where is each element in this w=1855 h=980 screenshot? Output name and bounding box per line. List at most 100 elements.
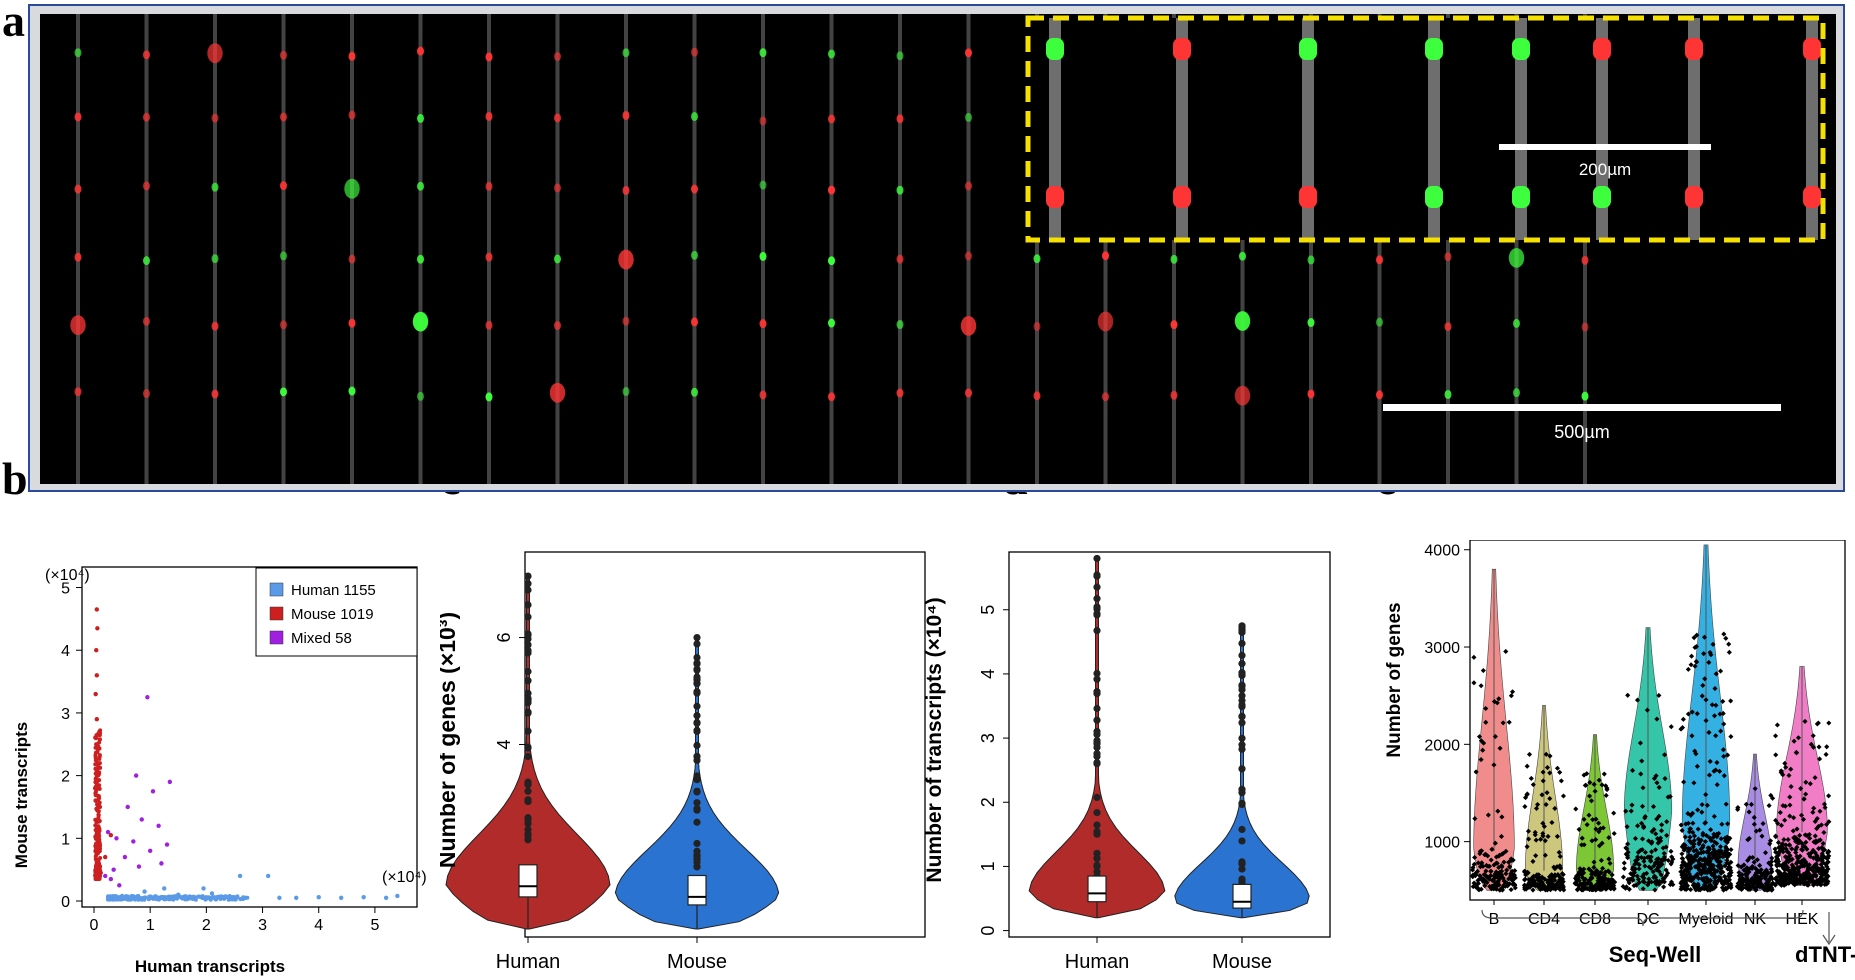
mouse-point bbox=[94, 733, 99, 738]
bead-spot bbox=[143, 50, 150, 60]
bead-strand bbox=[213, 14, 217, 484]
bead-spot bbox=[1170, 390, 1178, 400]
jitter-point bbox=[1471, 654, 1477, 660]
jitter-point bbox=[1541, 885, 1547, 891]
jitter-point bbox=[1815, 720, 1821, 726]
jitter-point bbox=[1810, 733, 1816, 739]
x-tick-label-b: B bbox=[1489, 911, 1500, 928]
outlier-point bbox=[524, 677, 532, 685]
bead-strand bbox=[829, 14, 834, 484]
outlier-point bbox=[693, 806, 701, 814]
mixed-point bbox=[164, 842, 170, 847]
jitter-point bbox=[1689, 653, 1695, 659]
y-tick-label: 5 bbox=[61, 581, 70, 598]
human-point bbox=[217, 895, 222, 899]
bead-spot bbox=[211, 389, 219, 399]
jitter-point bbox=[1581, 866, 1587, 872]
bead-spot bbox=[1307, 389, 1315, 399]
jitter-point bbox=[1824, 821, 1830, 828]
bead-spot bbox=[759, 116, 767, 126]
human-point bbox=[395, 893, 400, 899]
jitter-point bbox=[1598, 857, 1604, 863]
mixed-point bbox=[139, 817, 144, 822]
mouse-point bbox=[94, 853, 99, 858]
inset-strand bbox=[1806, 18, 1818, 240]
outlier-point bbox=[1238, 696, 1246, 705]
jitter-point bbox=[1586, 866, 1592, 872]
jitter-point bbox=[1667, 794, 1673, 800]
jitter-point bbox=[1783, 842, 1789, 848]
jitter-point bbox=[1797, 880, 1803, 886]
jitter-point bbox=[1728, 881, 1734, 887]
jitter-point bbox=[1524, 844, 1530, 850]
jitter-point bbox=[1608, 883, 1614, 889]
jitter-point bbox=[1709, 702, 1715, 708]
jitter-point bbox=[1810, 744, 1817, 750]
human-point bbox=[187, 894, 192, 899]
jitter-point bbox=[1680, 716, 1686, 722]
outlier-point bbox=[524, 836, 532, 844]
jitter-point bbox=[1818, 882, 1824, 888]
human-point bbox=[153, 895, 158, 900]
jitter-point bbox=[1557, 853, 1563, 859]
bead-spot bbox=[965, 251, 972, 261]
bead-spot bbox=[1170, 254, 1178, 264]
mouse-point bbox=[94, 648, 99, 653]
bead-spot bbox=[759, 48, 767, 58]
bead-spot bbox=[348, 51, 356, 61]
x-tick-label-human: Human bbox=[496, 951, 560, 973]
bead-spot bbox=[1376, 317, 1383, 327]
y-tick-label: 3 bbox=[61, 706, 70, 723]
jitter-point bbox=[1640, 785, 1646, 791]
mouse-point bbox=[95, 861, 100, 866]
bead-spot bbox=[691, 387, 698, 397]
jitter-point bbox=[1807, 875, 1813, 881]
jitter-point bbox=[1506, 719, 1512, 725]
jitter-point bbox=[1593, 816, 1599, 822]
dtnt-label: dTNT-seq bbox=[1795, 942, 1855, 967]
jitter-point bbox=[1512, 882, 1518, 888]
inset-beads bbox=[1046, 38, 1821, 208]
bead-spot bbox=[1444, 389, 1452, 399]
mouse-point bbox=[95, 760, 100, 766]
x-tick-label: 5 bbox=[370, 917, 379, 934]
jitter-point bbox=[1645, 882, 1651, 888]
jitter-point bbox=[1773, 817, 1779, 823]
chart-b-points bbox=[92, 607, 400, 902]
seqwell-label: Seq-Well bbox=[1609, 942, 1702, 967]
jitter-point bbox=[1820, 840, 1826, 847]
mixed-point bbox=[133, 773, 139, 778]
inset-bead bbox=[1593, 186, 1611, 208]
human-point bbox=[226, 897, 231, 902]
bead-spot bbox=[417, 46, 424, 56]
jitter-point bbox=[1542, 838, 1548, 844]
inset-bead bbox=[1046, 186, 1064, 208]
panel-label-b: b bbox=[2, 453, 28, 504]
human-point bbox=[128, 897, 133, 902]
x-tick-label-nk: NK bbox=[1744, 911, 1767, 928]
y-tick-label: 3 bbox=[978, 733, 998, 743]
bead-spot bbox=[280, 251, 287, 261]
jitter-point bbox=[1653, 879, 1659, 885]
jitter-point bbox=[1810, 809, 1816, 815]
jitter-point bbox=[1696, 839, 1702, 846]
human-point bbox=[316, 895, 321, 900]
jitter-point bbox=[1575, 886, 1581, 892]
jitter-point bbox=[1805, 882, 1811, 888]
jitter-point bbox=[1620, 874, 1626, 880]
mouse-point bbox=[98, 765, 103, 770]
jitter-point bbox=[1483, 873, 1489, 879]
outlier-point bbox=[1238, 713, 1246, 721]
outlier-point bbox=[1238, 825, 1246, 834]
jitter-point bbox=[1680, 859, 1686, 865]
y-tick-label: 4 bbox=[978, 669, 998, 679]
outlier-point bbox=[1238, 799, 1246, 807]
jitter-point bbox=[1528, 775, 1534, 781]
jitter-point bbox=[1695, 881, 1701, 887]
bead-strand bbox=[966, 14, 971, 484]
jitter-point bbox=[1508, 693, 1514, 699]
jitter-point bbox=[1728, 847, 1734, 853]
jitter-point bbox=[1723, 845, 1730, 851]
bead-spot bbox=[485, 320, 493, 330]
